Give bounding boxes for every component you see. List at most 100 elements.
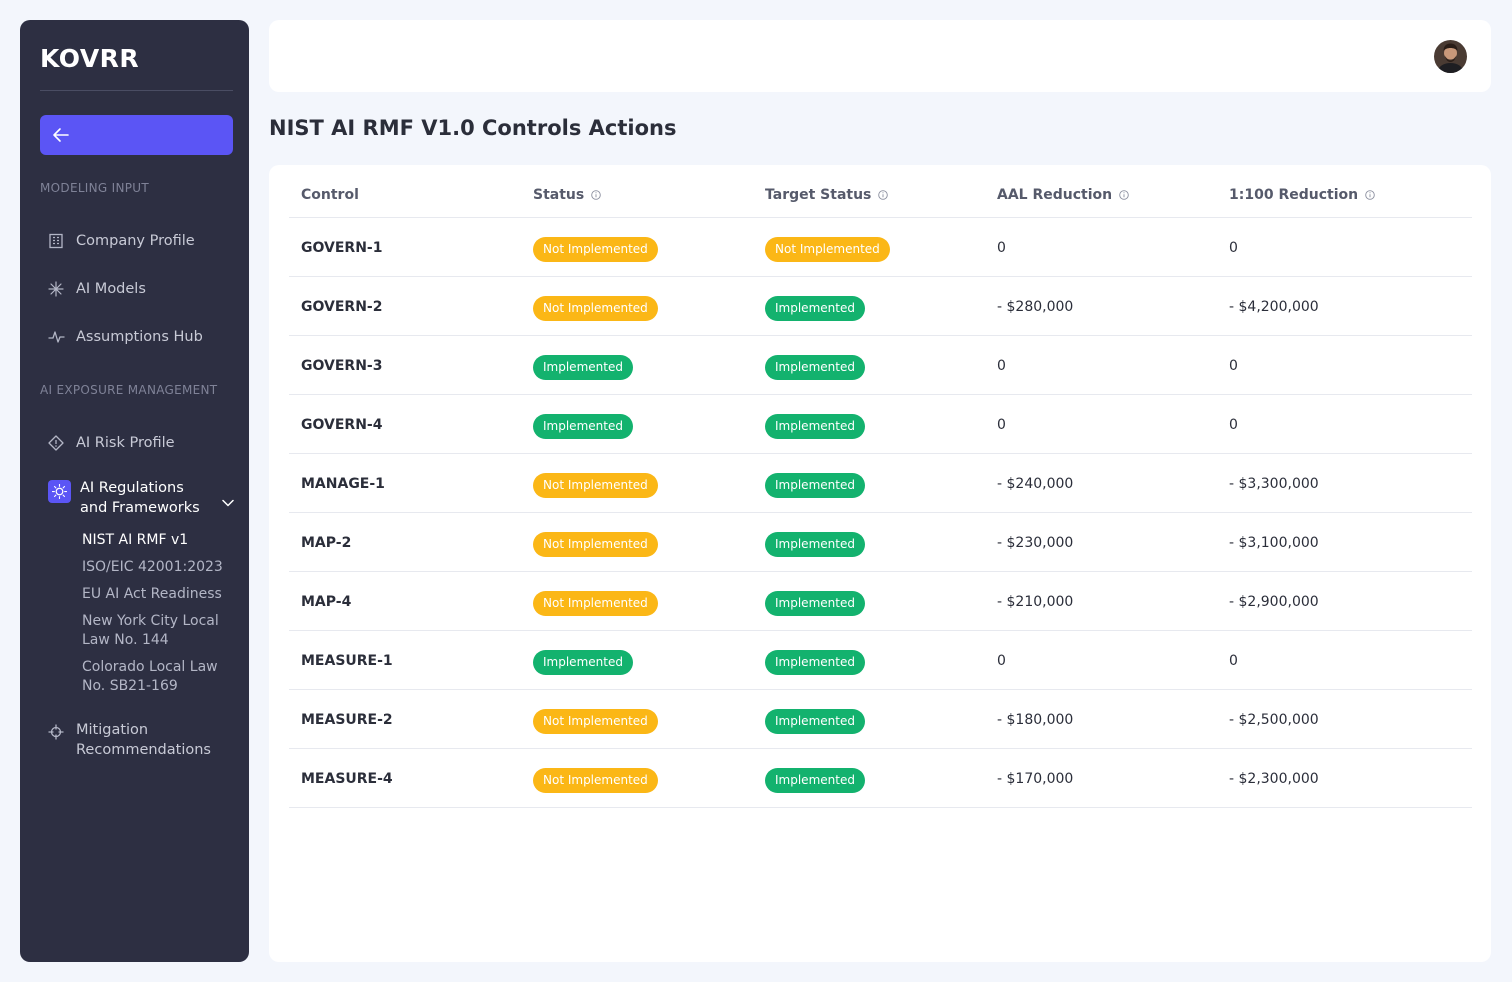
- control-id: MANAGE-1: [301, 475, 385, 492]
- page-title: NIST AI RMF V1.0 Controls Actions: [269, 116, 677, 140]
- column-header-status[interactable]: Status: [533, 187, 601, 203]
- table-row[interactable]: MANAGE-1 Not Implemented Implemented - $240…: [289, 454, 1472, 513]
- control-cell: GOVERN-3: [301, 336, 382, 395]
- 1-100-reduction-value: 0: [1229, 357, 1238, 374]
- sidebar-item-mitigation[interactable]: Mitigation Recommendations: [40, 720, 233, 764]
- target-status-badge[interactable]: Implemented: [765, 650, 865, 675]
- column-header-control[interactable]: Control: [301, 187, 359, 203]
- control-id: GOVERN-3: [301, 357, 383, 374]
- kovrr-logo[interactable]: KOVRR: [40, 44, 140, 73]
- status-badge: Not Implemented: [533, 296, 658, 321]
- back-button[interactable]: [40, 115, 233, 155]
- status-cell: Not Implemented: [533, 749, 658, 808]
- status-cell: Not Implemented: [533, 454, 658, 513]
- status-cell: Implemented: [533, 336, 633, 395]
- table-row[interactable]: GOVERN-3 Implemented Implemented 0 0: [289, 336, 1472, 395]
- table-row[interactable]: MEASURE-2 Not Implemented Implemented - $18…: [289, 690, 1472, 749]
- aal-reduction-cell: - $280,000: [997, 277, 1073, 336]
- status-badge: Not Implemented: [533, 768, 658, 793]
- sidebar-item-assumptions-hub[interactable]: Assumptions Hub: [40, 319, 233, 355]
- sidebar-item-ai-risk-profile[interactable]: AI Risk Profile: [40, 425, 233, 461]
- sidebar-item-label: Mitigation Recommendations: [76, 722, 211, 758]
- control-id: GOVERN-2: [301, 298, 383, 315]
- sidebar-item-label: Company Profile: [76, 233, 195, 249]
- controls-table: Control Status Target Status AAL Reducti…: [289, 175, 1472, 808]
- table-row[interactable]: GOVERN-2 Not Implemented Implemented - $280…: [289, 277, 1472, 336]
- control-id: MAP-4: [301, 593, 352, 610]
- control-id: MEASURE-1: [301, 652, 393, 669]
- divider: [40, 90, 233, 91]
- control-id: MAP-2: [301, 534, 352, 551]
- sidebar-subitem-nyc-local-law[interactable]: New York City Local Law No. 144: [82, 613, 219, 648]
- status-badge: Implemented: [533, 355, 633, 380]
- aal-reduction-value: 0: [997, 357, 1006, 374]
- sidebar-subitem-eu-ai-act[interactable]: EU AI Act Readiness: [82, 586, 222, 602]
- sidebar-subitem-colorado-law[interactable]: Colorado Local Law No. SB21-169: [82, 659, 218, 694]
- top-bar: [269, 20, 1491, 92]
- target-status-badge[interactable]: Implemented: [765, 296, 865, 321]
- column-header-1-100-reduction[interactable]: 1:100 Reduction: [1229, 187, 1375, 203]
- target-status-cell: Implemented: [765, 749, 865, 808]
- table-row[interactable]: MEASURE-4 Not Implemented Implemented - $17…: [289, 749, 1472, 808]
- table-row[interactable]: MEASURE-1 Implemented Implemented 0 0: [289, 631, 1472, 690]
- control-cell: MANAGE-1: [301, 454, 385, 513]
- target-status-badge[interactable]: Not Implemented: [765, 237, 890, 262]
- aal-reduction-cell: - $210,000: [997, 572, 1073, 631]
- sidebar-item-label: AI Risk Profile: [76, 435, 175, 451]
- status-badge: Not Implemented: [533, 591, 658, 616]
- table-row[interactable]: MAP-2 Not Implemented Implemented - $230,00…: [289, 513, 1472, 572]
- 1-100-reduction-value: - $2,300,000: [1229, 770, 1319, 787]
- control-cell: GOVERN-2: [301, 277, 382, 336]
- sidebar: KOVRR MODELING INPUT Company Profile AI …: [20, 20, 249, 962]
- info-icon[interactable]: [878, 190, 889, 200]
- sidebar-group-ai-regulations: AI Regulations and Frameworks: [40, 478, 234, 522]
- control-cell: MAP-4: [301, 572, 351, 631]
- status-cell: Not Implemented: [533, 513, 658, 572]
- aal-reduction-cell: - $230,000: [997, 513, 1073, 572]
- sidebar-item-ai-regulations[interactable]: AI Regulations and Frameworks: [40, 478, 234, 522]
- 1-100-reduction-cell: - $3,300,000: [1229, 454, 1319, 513]
- sidebar-item-ai-models[interactable]: AI Models: [40, 271, 233, 307]
- info-icon[interactable]: [1119, 190, 1129, 200]
- avatar[interactable]: [1434, 40, 1467, 73]
- target-status-badge[interactable]: Implemented: [765, 591, 865, 616]
- sun-icon: [48, 480, 71, 503]
- status-cell: Implemented: [533, 395, 633, 454]
- target-status-badge[interactable]: Implemented: [765, 768, 865, 793]
- control-cell: MEASURE-4: [301, 749, 393, 808]
- aal-reduction-cell: 0: [997, 218, 1006, 277]
- control-cell: MEASURE-2: [301, 690, 393, 749]
- target-status-cell: Implemented: [765, 631, 865, 690]
- info-icon[interactable]: [1365, 190, 1375, 200]
- table-row[interactable]: MAP-4 Not Implemented Implemented - $210,00…: [289, 572, 1472, 631]
- diamond-icon: [46, 433, 66, 453]
- column-header-target-status[interactable]: Target Status: [765, 187, 889, 203]
- aal-reduction-cell: 0: [997, 631, 1006, 690]
- 1-100-reduction-cell: - $4,200,000: [1229, 277, 1319, 336]
- chevron-down-icon[interactable]: [222, 492, 234, 511]
- 1-100-reduction-value: - $2,900,000: [1229, 593, 1319, 610]
- column-header-aal-reduction[interactable]: AAL Reduction: [997, 187, 1129, 203]
- building-icon: [46, 231, 66, 251]
- status-badge: Implemented: [533, 650, 633, 675]
- control-cell: MAP-2: [301, 513, 351, 572]
- target-status-badge[interactable]: Implemented: [765, 709, 865, 734]
- info-icon[interactable]: [591, 190, 601, 200]
- target-status-badge[interactable]: Implemented: [765, 355, 865, 380]
- sidebar-subitem-iso-42001[interactable]: ISO/EIC 42001:2023: [82, 559, 223, 575]
- target-status-badge[interactable]: Implemented: [765, 532, 865, 557]
- sidebar-subitem-nist-ai-rmf[interactable]: NIST AI RMF v1: [82, 532, 189, 548]
- column-header-label: Control: [301, 187, 359, 203]
- column-header-label: AAL Reduction: [997, 187, 1113, 203]
- aal-reduction-value: - $240,000: [997, 475, 1074, 492]
- 1-100-reduction-cell: - $2,300,000: [1229, 749, 1319, 808]
- status-badge: Not Implemented: [533, 709, 658, 734]
- aal-reduction-cell: 0: [997, 395, 1006, 454]
- target-status-cell: Implemented: [765, 277, 865, 336]
- aal-reduction-value: 0: [997, 416, 1006, 433]
- target-status-badge[interactable]: Implemented: [765, 414, 865, 439]
- target-status-badge[interactable]: Implemented: [765, 473, 865, 498]
- table-row[interactable]: GOVERN-4 Implemented Implemented 0 0: [289, 395, 1472, 454]
- table-row[interactable]: GOVERN-1 Not Implemented Not Implemented 0 0: [289, 218, 1472, 277]
- sidebar-item-company-profile[interactable]: Company Profile: [40, 223, 233, 259]
